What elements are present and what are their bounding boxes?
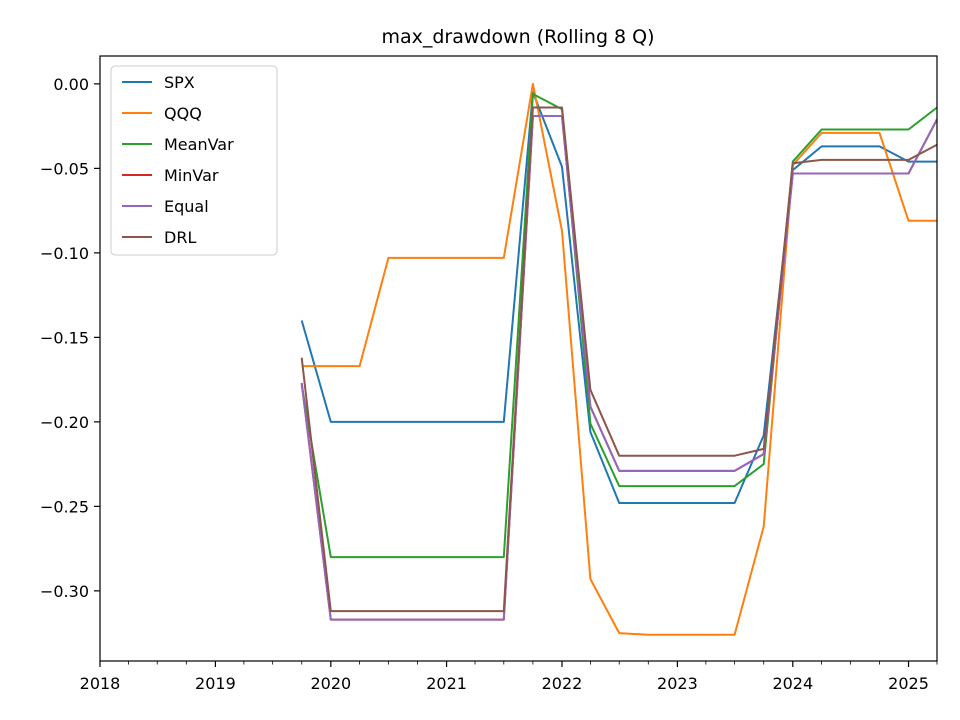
legend-box [110,65,278,256]
y-tick-label: −0.10 [40,244,89,263]
x-tick-label: 2025 [888,674,929,693]
legend-label-drl: DRL [164,228,196,247]
y-tick-label: −0.20 [40,413,89,432]
x-tick-label: 2021 [426,674,467,693]
y-tick-label: 0.00 [53,75,89,94]
x-tick-label: 2024 [772,674,813,693]
x-tick-label: 2023 [657,674,698,693]
series-line-equal [300,115,937,621]
legend-label-equal: Equal [164,197,209,216]
x-tick-label: 2022 [542,674,583,693]
x-tick-label: 2019 [195,674,236,693]
y-tick-label: −0.15 [40,328,89,347]
plot-frame [99,55,938,662]
series-line-drl [300,106,937,613]
x-tick-label: 2020 [310,674,351,693]
legend-label-minvar: MinVar [164,166,219,185]
series-line-spx [300,91,937,504]
y-tick-label: −0.30 [40,582,89,601]
series-line-qqq [301,82,937,636]
x-tick-label: 2018 [80,674,121,693]
legend-label-spx: SPX [164,73,195,92]
y-tick-label: −0.25 [40,497,89,516]
legend-label-qqq: QQQ [164,104,202,123]
legend-label-meanvar: MeanVar [164,135,234,154]
series-layer [300,82,937,636]
legend: SPX QQQ MeanVar MinVar Equal DRL [110,65,278,256]
x-axis: 2018 2019 2020 2021 2022 2023 2024 2025 [80,661,938,693]
y-tick-label: −0.05 [40,159,89,178]
chart-title: max_drawdown (Rolling 8 Q) [381,26,654,48]
y-axis: 0.00 −0.05 −0.10 −0.15 −0.20 −0.25 −0.30 [40,75,100,601]
series-line-meanvar [300,93,937,559]
